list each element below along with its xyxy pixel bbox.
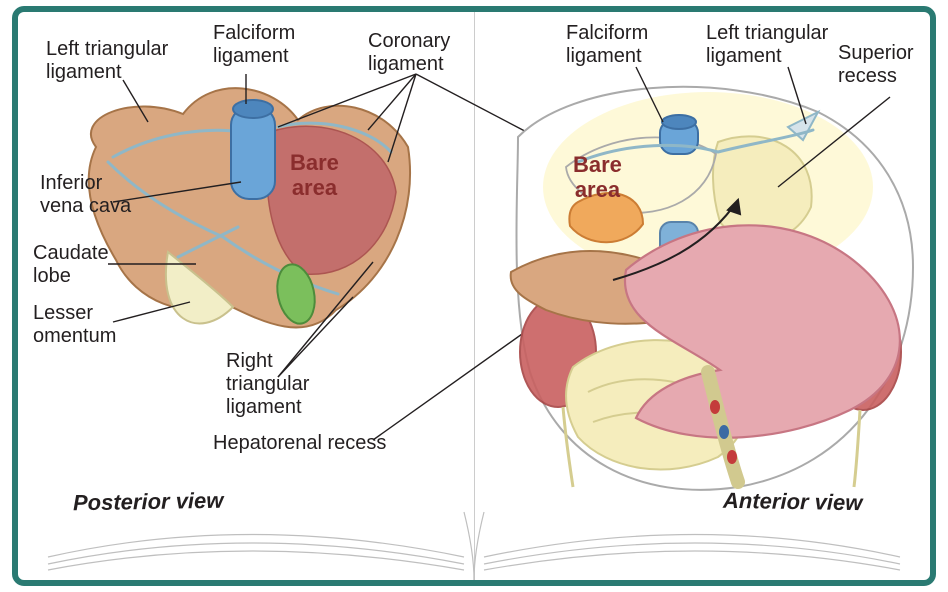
label-falciform-left: Falciform ligament	[213, 22, 295, 68]
label-right-triangular: Right triangular ligament	[226, 350, 309, 419]
label-hepatorenal: Hepatorenal recess	[213, 432, 386, 455]
posterior-liver-group	[89, 88, 410, 327]
bare-area-label-right: Bare area	[573, 152, 622, 203]
ivc-vein	[231, 100, 275, 199]
caption-anterior: Anterior view	[723, 488, 863, 516]
label-left-triangular: Left triangular ligament	[46, 38, 168, 84]
label-superior-recess: Superior recess	[838, 42, 914, 88]
page-curls	[48, 512, 900, 580]
anterior-view-group	[511, 87, 913, 490]
label-caudate: Caudate lobe	[33, 242, 109, 288]
caption-posterior: Posterior view	[73, 488, 224, 517]
label-ivc: Inferior vena cava	[40, 172, 131, 218]
label-lesser-omentum: Lesser omentum	[33, 302, 116, 348]
label-falciform-right: Falciform ligament	[566, 22, 648, 68]
label-left-triangular-right: Left triangular ligament	[706, 22, 828, 68]
book-frame: Left triangular ligament Falciform ligam…	[12, 6, 936, 586]
bare-area-label-left: Bare area	[290, 150, 339, 201]
label-coronary: Coronary ligament	[368, 30, 450, 76]
